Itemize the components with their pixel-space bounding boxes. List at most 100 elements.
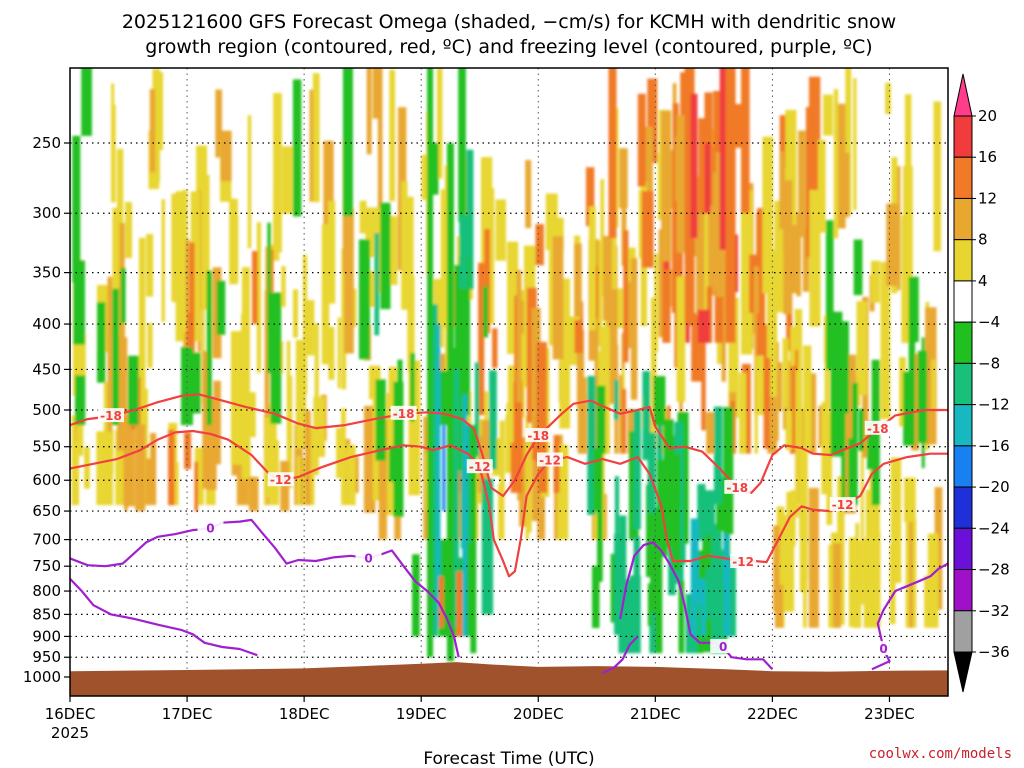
omega-cell (527, 434, 532, 533)
contour-label: -12 (270, 473, 292, 487)
omega-cell (372, 68, 382, 119)
omega-cell (725, 68, 736, 343)
colorbar-label: −24 (978, 519, 1010, 537)
omega-cell (474, 362, 480, 457)
omega-cell (269, 404, 277, 467)
omega-cell (723, 407, 734, 535)
omega-cell (741, 363, 751, 454)
omega-cell (858, 408, 864, 452)
omega-cell (890, 457, 902, 583)
omega-cell (368, 365, 381, 400)
omega-cell (213, 380, 221, 465)
freezing-level-contour (619, 541, 774, 670)
omega-cell (723, 533, 729, 588)
omega-cell (466, 149, 474, 290)
colorbar-label: −32 (978, 602, 1010, 620)
omega-cell (327, 200, 336, 304)
colorbar-label: −12 (978, 396, 1010, 414)
omega-cell (621, 161, 627, 266)
omega-cell (856, 301, 868, 396)
omega-cell (309, 427, 315, 506)
omega-cell (908, 276, 919, 343)
omega-cell (454, 264, 461, 403)
omega-cell (516, 269, 522, 403)
omega-cell (790, 326, 796, 366)
omega-cell (680, 176, 684, 253)
contour-label-bg (355, 550, 382, 565)
omega-cell (713, 406, 723, 505)
y-tick-label: 750 (32, 557, 61, 575)
y-tick-label: 1000 (23, 668, 61, 686)
omega-cell (112, 207, 118, 335)
colorbar-top-arrow (953, 73, 973, 117)
omega-cell (863, 538, 876, 628)
colorbar-label: −4 (978, 313, 1000, 331)
omega-cell (112, 288, 119, 426)
omega-cell (717, 552, 726, 591)
omega-cell (462, 394, 468, 637)
omega-cell (248, 476, 259, 512)
contour-label: -18 (867, 422, 889, 436)
omega-cell (588, 206, 596, 331)
omega-cell (821, 402, 828, 495)
omega-cell (401, 181, 408, 310)
omega-cell (709, 203, 717, 276)
omega-cell (754, 410, 758, 454)
freezing-level-contour (602, 635, 639, 675)
omega-cell (127, 355, 139, 426)
omega-cell (592, 565, 600, 629)
omega-cell (843, 152, 850, 218)
omega-cell (482, 286, 488, 338)
omega-cell (175, 191, 186, 342)
omega-cell (721, 292, 726, 382)
omega-cell (585, 167, 595, 227)
omega-cell (150, 433, 157, 506)
colorbar-segment (953, 610, 973, 653)
colorbar-segment (953, 321, 973, 364)
omega-cell (453, 369, 459, 628)
omega-cell (886, 203, 898, 286)
omega-cell (123, 415, 135, 507)
omega-cell (456, 571, 463, 637)
omega-cell (908, 323, 916, 408)
omega-cell (270, 292, 282, 424)
omega-cell (880, 261, 891, 420)
omega-cell (481, 478, 494, 615)
contour-label: -18 (726, 481, 748, 495)
omega-cell (925, 307, 937, 445)
omega-cell (519, 437, 530, 527)
y-tick-label: 600 (32, 471, 61, 489)
omega-cell (412, 554, 420, 637)
omega-cell (436, 324, 441, 628)
contour-label: 0 (206, 521, 214, 535)
omega-cell (286, 340, 291, 470)
omega-cell (101, 434, 114, 506)
omega-cell (507, 365, 517, 404)
omega-cell (344, 208, 354, 354)
omega-cell (346, 444, 356, 506)
omega-cell (337, 317, 341, 389)
y-tick-label: 250 (32, 134, 61, 152)
omega-cell (696, 176, 705, 316)
freezing-level-contour (70, 578, 258, 657)
colorbar-segment (953, 445, 973, 488)
contour-label: -12 (832, 498, 854, 512)
omega-cell (510, 442, 523, 493)
omega-cell (645, 126, 653, 214)
omega-cell (809, 373, 817, 454)
omega-cell (388, 446, 396, 482)
omega-cell (872, 412, 876, 506)
omega-cell (647, 583, 652, 627)
omega-cell (84, 446, 90, 489)
omega-cell (146, 233, 154, 297)
omega-cell (600, 179, 605, 297)
y-tick-label: 850 (32, 605, 61, 623)
contour-label-bg (536, 452, 563, 467)
colorbar-segment (953, 115, 973, 158)
omega-cell (763, 324, 770, 449)
omega-cell (557, 444, 569, 540)
omega-cell (499, 420, 505, 494)
omega-cell (72, 135, 81, 283)
omega-cell (729, 555, 736, 637)
omega-cell (799, 446, 808, 592)
